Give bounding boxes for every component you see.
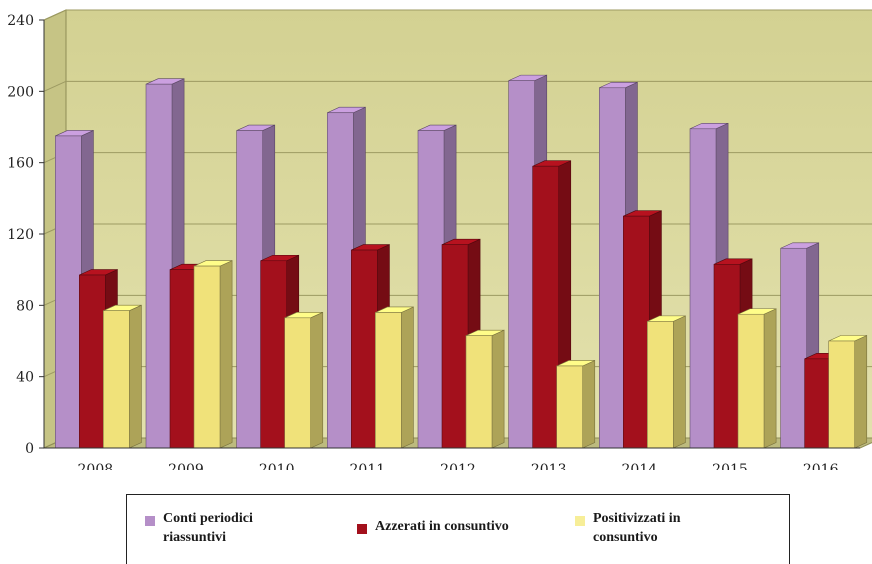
x-tick-label: 2009: [168, 462, 204, 470]
x-tick-label: 2012: [440, 462, 476, 470]
y-tick-label: 0: [25, 441, 34, 457]
legend-label-conti-line1: Conti periodici: [163, 511, 253, 526]
bar: [647, 315, 686, 449]
bar-front: [556, 365, 583, 449]
bar-front: [327, 112, 354, 449]
legend-label-azzerati: Azzerati in consuntivo: [375, 519, 509, 534]
bar-front: [284, 317, 311, 449]
y-tick-label: 80: [16, 298, 34, 314]
bar-front: [79, 274, 106, 449]
x-tick-label: 2010: [259, 462, 295, 470]
bar-side: [491, 329, 505, 449]
bar-front: [508, 80, 535, 449]
bar-front: [623, 215, 650, 449]
bar: [284, 311, 324, 449]
legend-swatch-azzerati: [357, 524, 367, 534]
bar-side: [763, 308, 777, 449]
bar: [55, 129, 94, 449]
legend-label-conti-line2: riassuntivi: [163, 530, 227, 545]
bar-front: [193, 265, 221, 449]
bar-front: [532, 165, 559, 449]
y-tick-label: 160: [7, 156, 34, 172]
legend-item-conti: Conti periodici riassuntivi: [145, 509, 253, 547]
gridline-side: [43, 9, 67, 21]
legend-label-positivizzati-line2: consuntivo: [593, 530, 658, 545]
bar: [556, 360, 596, 449]
bar-front: [375, 312, 402, 449]
legend-swatch-positivizzati: [575, 516, 585, 526]
bar-front: [647, 321, 674, 449]
x-tick-label: 2013: [531, 462, 567, 470]
x-tick-label: 2014: [622, 462, 658, 470]
axes: 0 40 80 120 160 200 240 2008 2009 2010 2011 2012 201…: [7, 13, 860, 470]
legend-item-positivizzati: Positivizzati in consuntivo: [575, 509, 681, 547]
bar-side: [401, 306, 414, 449]
bars: [55, 74, 868, 449]
legend-label-conti: Conti periodici riassuntivi: [163, 509, 253, 547]
y-tick-label: 40: [16, 370, 34, 386]
x-tick-label: 2008: [78, 462, 114, 470]
bar-front: [103, 310, 130, 449]
x-tick-label: 2016: [803, 462, 839, 470]
y-tick-label: 240: [7, 13, 34, 29]
bar-front: [441, 244, 469, 449]
y-tick-label: 200: [7, 84, 34, 100]
x-tick-label: 2015: [712, 462, 748, 470]
bar-front: [780, 247, 807, 449]
bar: [828, 335, 868, 449]
bar: [375, 306, 414, 449]
bar-front: [599, 87, 626, 449]
bar-front: [260, 260, 287, 449]
x-tick-label: 2011: [350, 462, 386, 470]
bar-chart: 0 40 80 120 160 200 240 2008 2009 2010 2011 2012 201…: [7, 9, 872, 470]
bar-side: [582, 360, 596, 449]
bar-front: [713, 264, 741, 449]
bar: [737, 308, 777, 449]
bar-front: [55, 135, 82, 449]
bar-front: [828, 340, 855, 449]
bar-front: [145, 83, 173, 449]
bar-front: [351, 249, 378, 449]
legend-item-azzerati: Azzerati in consuntivo: [357, 517, 509, 536]
bar-front: [417, 130, 445, 449]
bar-front: [737, 313, 765, 449]
legend-label-positivizzati-line1: Positivizzati in: [593, 511, 681, 526]
bar-front: [236, 130, 263, 449]
bar-front: [465, 335, 493, 449]
gridline-side: [43, 80, 67, 92]
bar: [465, 329, 505, 449]
bar-side: [129, 304, 142, 449]
bar-side: [673, 315, 686, 449]
bar: [103, 304, 142, 449]
bar-front: [804, 358, 831, 449]
bar: [193, 260, 233, 449]
bar-front: [169, 269, 197, 449]
bar-side: [854, 335, 868, 449]
y-tick-label: 120: [7, 227, 34, 243]
bar-side: [219, 260, 233, 449]
legend: Conti periodici riassuntivi Azzerati in …: [126, 494, 790, 564]
legend-label-positivizzati: Positivizzati in consuntivo: [593, 509, 681, 547]
bar-front: [689, 128, 717, 449]
bar-side: [310, 311, 324, 449]
legend-swatch-conti: [145, 516, 155, 526]
